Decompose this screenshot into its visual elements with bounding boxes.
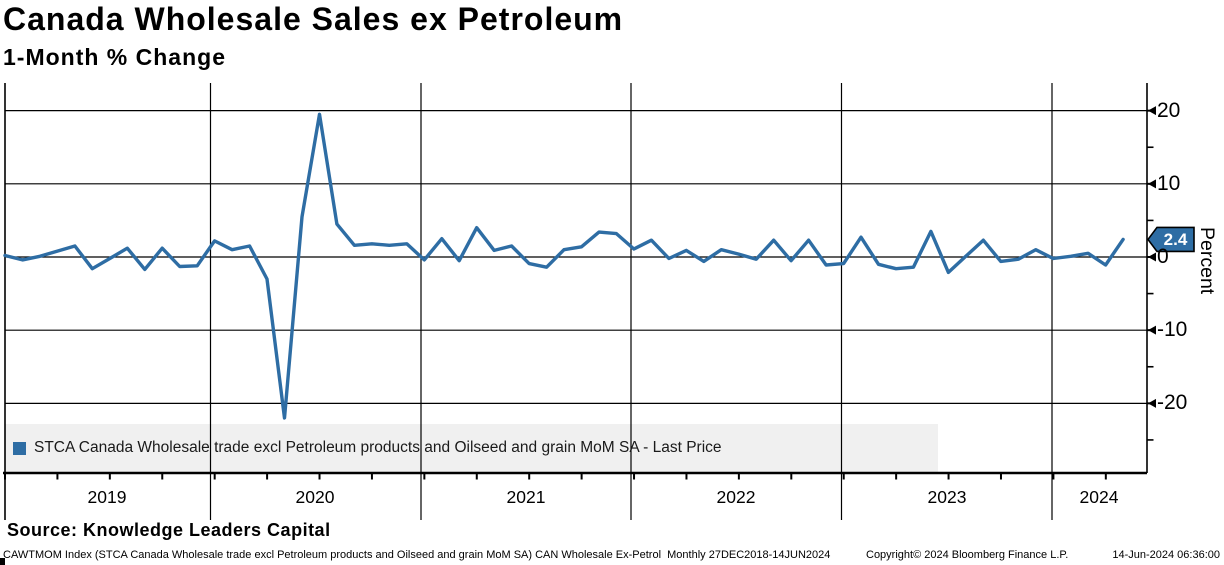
y-axis-tick-neg10: -10 xyxy=(1157,318,1188,341)
x-axis-year-2022: 2022 xyxy=(716,487,756,507)
footer-timestamp: 14-Jun-2024 06:36:00 xyxy=(1112,549,1220,561)
x-axis-year-2020: 2020 xyxy=(295,487,335,507)
legend-label: STCA Canada Wholesale trade excl Petrole… xyxy=(34,439,722,456)
source-line: Source: Knowledge Leaders Capital xyxy=(7,520,331,540)
x-axis-year-2019: 2019 xyxy=(87,487,127,507)
footer-copyright: Copyright© 2024 Bloomberg Finance L.P. xyxy=(866,549,1069,561)
x-axis-year-2024: 2024 xyxy=(1079,487,1119,507)
legend: STCA Canada Wholesale trade excl Petrole… xyxy=(13,433,722,463)
last-price-flag-shape xyxy=(1147,226,1195,253)
page-subtitle: 1-Month % Change xyxy=(3,44,226,70)
y-axis-tick-neg20: -20 xyxy=(1157,391,1188,414)
terminal-corner-mark xyxy=(0,558,5,565)
legend-swatch-icon xyxy=(13,441,26,455)
y-axis-tick-10: 10 xyxy=(1157,172,1181,195)
last-price-flag: 2.4 xyxy=(1163,229,1188,249)
y-axis-tick-0: 0 xyxy=(1157,245,1169,268)
page-title: Canada Wholesale Sales ex Petroleum xyxy=(3,1,624,37)
series-line xyxy=(3,112,1125,420)
footer-ticker-info: CAWTMOM Index (STCA Canada Wholesale tra… xyxy=(3,549,831,561)
x-axis-year-2021: 2021 xyxy=(506,487,546,507)
legend-box xyxy=(5,424,938,472)
y-axis-tick-20: 20 xyxy=(1157,99,1181,122)
y-axis-title: Percent xyxy=(1196,227,1218,295)
x-axis-year-2023: 2023 xyxy=(927,487,967,507)
